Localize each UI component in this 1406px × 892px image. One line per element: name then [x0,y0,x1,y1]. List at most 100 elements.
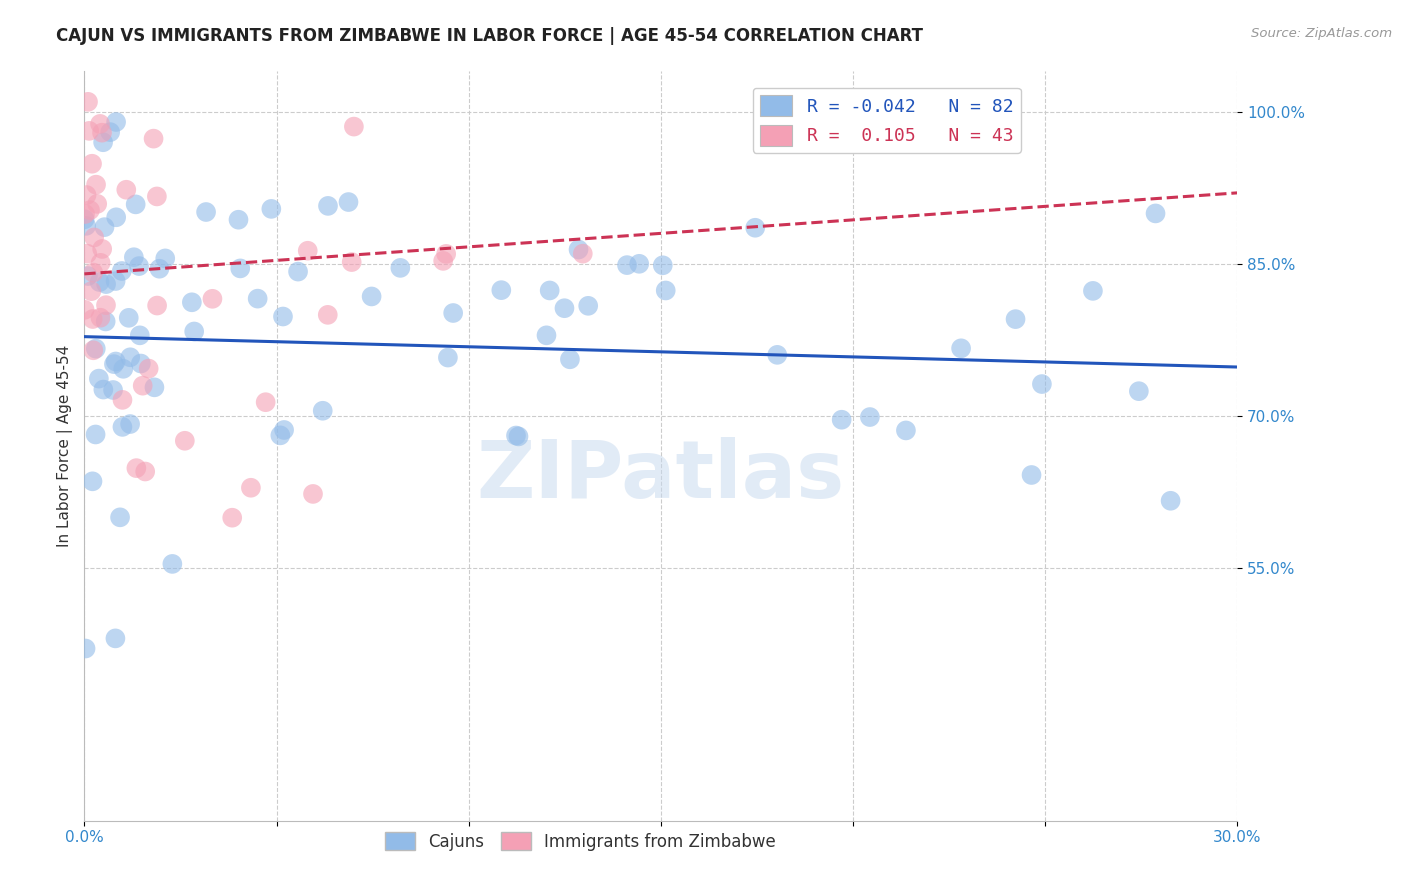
Point [616,258,638,272]
Point [432,253,454,268]
Point [491,283,513,297]
Point [104,354,127,368]
Point [302,487,325,501]
Point [91,126,114,140]
Point [89,117,111,131]
Point [111,420,134,434]
Point [221,510,243,524]
Point [105,211,128,225]
Point [89,275,111,289]
Point [505,428,527,442]
Point [128,328,150,343]
Point [340,255,363,269]
Point [201,292,224,306]
Point [195,205,218,219]
Point [73,302,96,317]
Point [103,357,125,371]
Point [76,246,98,260]
Point [148,261,170,276]
Point [91,135,114,149]
Point [246,292,269,306]
Point [859,410,882,425]
Point [104,274,127,288]
Point [1021,468,1043,483]
Point [94,298,117,312]
Point [125,461,148,475]
Point [360,289,382,303]
Point [173,434,195,448]
Point [297,244,319,258]
Point [576,299,599,313]
Point [118,310,141,325]
Point [558,352,581,367]
Point [287,264,309,278]
Text: Source: ZipAtlas.com: Source: ZipAtlas.com [1251,27,1392,40]
Point [831,413,853,427]
Point [91,242,114,256]
Point [77,268,100,283]
Point [98,125,121,139]
Point [651,258,673,272]
Point [312,403,335,417]
Point [77,124,100,138]
Point [86,197,108,211]
Point [77,95,100,109]
Point [146,299,169,313]
Point [269,428,291,442]
Point [553,301,575,316]
Point [1144,206,1167,220]
Point [84,427,107,442]
Point [572,246,595,260]
Point [260,202,283,216]
Point [316,308,339,322]
Point [90,256,112,270]
Point [105,115,128,129]
Point [112,361,135,376]
Point [766,348,789,362]
Point [316,199,339,213]
Point [122,250,145,264]
Point [82,475,104,489]
Point [142,131,165,145]
Point [508,429,530,443]
Point [82,266,104,280]
Point [76,188,98,202]
Point [180,295,202,310]
Y-axis label: In Labor Force | Age 45-54: In Labor Force | Age 45-54 [58,345,73,547]
Point [1031,377,1053,392]
Point [183,325,205,339]
Point [124,197,146,211]
Point [83,230,105,244]
Point [254,395,277,409]
Point [146,189,169,203]
Point [75,207,97,221]
Point [343,120,366,134]
Point [894,424,917,438]
Point [138,361,160,376]
Point [80,284,103,298]
Point [75,219,97,233]
Point [73,212,96,227]
Point [162,557,184,571]
Point [441,306,464,320]
Point [111,392,134,407]
Point [108,510,131,524]
Point [273,423,295,437]
Point [75,641,97,656]
Point [538,284,561,298]
Point [950,341,973,355]
Point [337,195,360,210]
Point [228,212,250,227]
Point [84,342,107,356]
Point [94,277,117,291]
Point [115,183,138,197]
Point [1128,384,1150,399]
Point [143,380,166,394]
Point [87,371,110,385]
Point [134,465,156,479]
Point [82,312,104,326]
Text: ZIPatlas: ZIPatlas [477,437,845,515]
Point [389,260,412,275]
Legend: Cajuns, Immigrants from Zimbabwe: Cajuns, Immigrants from Zimbabwe [378,826,782,857]
Point [80,157,103,171]
